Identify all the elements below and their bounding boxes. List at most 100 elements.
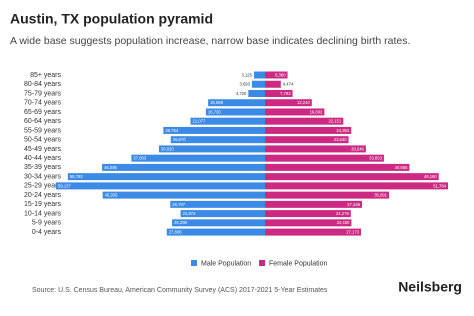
bar [163,126,265,134]
bar [265,126,352,134]
value-label: 22,151 [328,119,341,124]
value-label: 23,640 [334,137,347,142]
value-label: 35,091 [374,193,387,198]
bar [102,191,265,199]
y-tick-label: 45-49 years [24,146,61,153]
value-label: 28,546 [351,146,364,151]
value-label: 24,450 [337,220,350,225]
value-label: 4,720 [236,91,247,96]
source: Source: U.S. Census Bureau, American Com… [32,287,328,294]
chart-title: Austin, TX population pyramid [10,11,213,27]
y-tick-label: 10-14 years [24,210,61,217]
bar [265,89,293,97]
bar [265,99,312,107]
chart-subtitle: A wide base suggests population increase… [10,35,410,47]
bar [265,210,351,218]
bar [180,210,265,218]
y-tick-label: 50-54 years [24,137,61,144]
bar [265,182,449,190]
value-label: 27,806 [169,229,182,234]
bar [205,108,265,116]
value-label: 26,670 [173,137,186,142]
bar [208,99,265,107]
bar [170,200,265,208]
legend-swatch [191,260,197,266]
value-label: 59,137 [58,183,71,188]
value-label: 3,125 [241,72,252,77]
value-label: 6,380 [275,72,286,77]
value-label: 24,394 [336,128,349,133]
bar [265,71,288,79]
value-label: 30,020 [161,146,174,151]
bar [56,182,265,190]
bar [158,145,265,153]
bar [253,71,265,79]
y-tick-label: 55-59 years [24,127,61,134]
value-label: 37,803 [133,156,146,161]
bar [265,154,384,162]
value-label: 26,797 [172,202,185,207]
bar [265,136,349,144]
value-label: 26,298 [174,220,187,225]
value-label: 51,784 [433,183,446,188]
y-tick-label: 30-34 years [24,173,61,180]
value-label: 3,693 [239,82,250,87]
y-tick-label: 5-9 years [32,220,62,227]
bar [265,228,362,236]
value-label: 33,653 [369,156,382,161]
value-label: 40,866 [395,165,408,170]
value-label: 16,730 [208,109,221,114]
value-label: 7,793 [280,91,291,96]
bar [265,117,344,125]
value-label: 49,160 [424,174,437,179]
bar [265,80,281,88]
bar [248,89,265,97]
y-tick-label: 0-4 years [32,229,62,236]
y-tick-label: 65-69 years [24,109,61,116]
bar [265,219,352,227]
bar [265,163,410,171]
value-label: 55,793 [70,174,83,179]
y-tick-label: 80-84 years [24,81,61,88]
legend-swatch [259,260,265,266]
bar [166,228,265,236]
bar [265,200,362,208]
bar [251,80,265,88]
value-label: 4,474 [283,82,294,87]
y-tick-label: 25-29 years [24,183,61,190]
value-label: 46,095 [104,165,117,170]
bar [170,136,265,144]
bar [172,219,265,227]
value-label: 27,173 [346,229,359,234]
value-label: 13,240 [297,100,310,105]
y-tick-label: 75-79 years [24,90,61,97]
bar [102,163,266,171]
value-label: 28,764 [165,128,178,133]
y-tick-label: 60-64 years [24,118,61,125]
y-tick-label: 70-74 years [24,100,61,107]
bar [131,154,265,162]
bar [265,173,439,181]
bar [190,117,265,125]
value-label: 23,873 [183,211,196,216]
value-label: 16,802 [310,109,323,114]
value-label: 21,077 [193,119,206,124]
value-label: 16,098 [210,100,223,105]
bar [265,108,325,116]
y-tick-label: 40-44 years [24,155,61,162]
bar [67,173,265,181]
legend-label: Male Population [201,260,251,267]
y-tick-label: 85+ years [30,72,61,79]
y-tick-label: 15-19 years [24,201,61,208]
value-label: 24,276 [336,211,349,216]
value-label: 27,446 [347,202,360,207]
y-tick-label: 20-24 years [24,192,61,199]
bar [265,191,390,199]
y-tick-label: 35-39 years [24,164,61,171]
legend-label: Female Population [269,260,327,267]
value-label: 45,935 [105,193,118,198]
bar [265,145,366,153]
brand: Neilsberg [398,279,462,295]
